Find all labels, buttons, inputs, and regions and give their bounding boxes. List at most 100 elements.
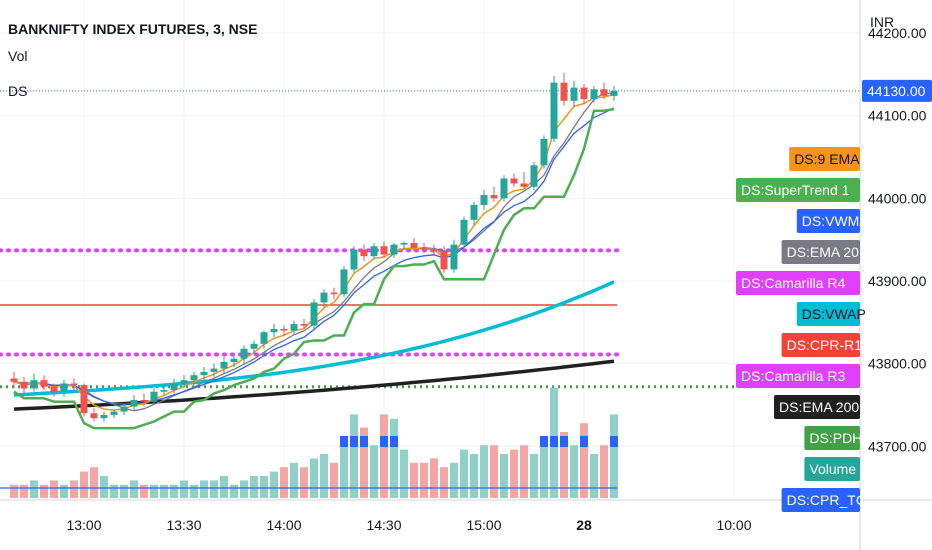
volume-bar xyxy=(160,484,168,498)
x-tick-label: 14:00 xyxy=(266,517,301,533)
indicator-label-text: DS:VWMA xyxy=(802,213,870,229)
candle-body xyxy=(530,165,538,187)
candle-body xyxy=(400,242,408,245)
volume-bar xyxy=(520,445,528,498)
volume-bar xyxy=(570,445,578,498)
signal-marker xyxy=(390,436,398,447)
supertrend-line xyxy=(13,107,615,430)
candle-body xyxy=(490,195,498,199)
volume-bar xyxy=(260,476,268,498)
volume-bar xyxy=(190,484,198,498)
indicator-label-box xyxy=(781,240,860,264)
candle-body xyxy=(50,386,58,392)
x-tick-label: 13:30 xyxy=(166,517,201,533)
volume-bar xyxy=(200,480,208,498)
volume-bar xyxy=(120,484,128,498)
volume-bar xyxy=(270,471,278,498)
symbol-title: BANKNIFTY INDEX FUTURES, 3, NSE xyxy=(8,21,258,37)
candle-body xyxy=(200,371,208,376)
volume-bar xyxy=(50,480,58,498)
vwap-line xyxy=(13,280,615,397)
indicator-label-box xyxy=(804,457,860,481)
signal-markers xyxy=(340,436,618,447)
volume-bar xyxy=(240,480,248,498)
candle-body xyxy=(440,251,448,270)
currency-label: INR xyxy=(870,14,895,30)
volume-bar xyxy=(600,445,608,498)
volume-bar xyxy=(110,484,118,498)
candle-body xyxy=(410,242,418,248)
indicator-label-box xyxy=(736,178,860,202)
legend-vol[interactable]: Vol xyxy=(8,48,28,64)
indicator-label-box xyxy=(789,147,860,171)
indicator-label-text: DS:CPR_TC xyxy=(787,492,866,508)
indicator-label-box xyxy=(796,302,860,326)
candle-body xyxy=(590,89,598,100)
volume-bar xyxy=(180,480,188,498)
level-lines xyxy=(0,90,860,389)
candle-body xyxy=(500,178,508,199)
signal-marker xyxy=(560,436,568,447)
volume-bar xyxy=(400,449,408,498)
candle-body xyxy=(40,380,48,387)
indicator-label-text: DS:9 EMA xyxy=(794,151,860,167)
candle-body xyxy=(460,219,468,245)
candles xyxy=(10,72,618,422)
candle-body xyxy=(550,82,558,139)
signal-marker xyxy=(550,436,558,447)
candle-body xyxy=(220,361,228,369)
candle-body xyxy=(300,323,308,326)
price-tag-text: 44130.00 xyxy=(867,83,926,99)
candle-body xyxy=(370,246,378,257)
y-tick-label: 44200.00 xyxy=(868,25,927,41)
y-tick-label: 43700.00 xyxy=(868,438,927,454)
volume-bar xyxy=(610,414,618,498)
candle-body xyxy=(260,332,268,344)
candle-body xyxy=(430,249,438,252)
signal-marker xyxy=(350,436,358,447)
candle-body xyxy=(100,414,108,419)
indicator-label-box xyxy=(781,333,860,357)
candle-body xyxy=(120,406,128,412)
candle-body xyxy=(290,323,298,331)
candle-body xyxy=(80,385,88,414)
candle-body xyxy=(560,82,568,101)
volume-bar xyxy=(20,484,28,498)
candle-body xyxy=(240,348,248,359)
candle-body xyxy=(230,358,238,362)
candle-body xyxy=(310,302,318,326)
indicator-label-text: DS:PDH xyxy=(809,430,862,446)
indicator-label-text: DS:VWAP xyxy=(802,306,866,322)
indicator-label-box xyxy=(796,209,860,233)
candle-body xyxy=(450,244,458,270)
candle-body xyxy=(350,249,358,270)
volume-bar xyxy=(300,467,308,498)
candle-body xyxy=(140,400,148,402)
volume-bar xyxy=(560,432,568,498)
volume-bar xyxy=(290,462,298,498)
volume-bar xyxy=(530,454,538,498)
volume-bar xyxy=(40,484,48,498)
volume-bar xyxy=(420,462,428,498)
price-scale: 44200.00 44100.00 44000.00 43900.00 43800.00… xyxy=(862,25,932,454)
indicator-label-text: DS:EMA 200 xyxy=(779,399,859,415)
volume-bars xyxy=(0,388,618,498)
candle-body xyxy=(320,292,328,303)
volume-bar xyxy=(250,476,258,498)
candle-body xyxy=(60,383,68,392)
volume-bar xyxy=(450,462,458,498)
indicator-label-text: DS:SuperTrend 1 xyxy=(741,182,850,198)
volume-bar xyxy=(580,423,588,498)
volume-bar xyxy=(30,480,38,498)
candle-body xyxy=(420,247,428,250)
candle-body xyxy=(610,90,618,96)
volume-bar xyxy=(590,454,598,498)
volume-bar xyxy=(490,445,498,498)
indicator-label-text: DS:EMA 20 xyxy=(787,244,860,260)
candle-body xyxy=(70,383,78,386)
volume-bar xyxy=(130,480,138,498)
volume-bar xyxy=(220,476,228,498)
legend-ds[interactable]: DS xyxy=(8,83,28,99)
indicator-label-text: DS:Camarilla R4 xyxy=(741,275,845,291)
